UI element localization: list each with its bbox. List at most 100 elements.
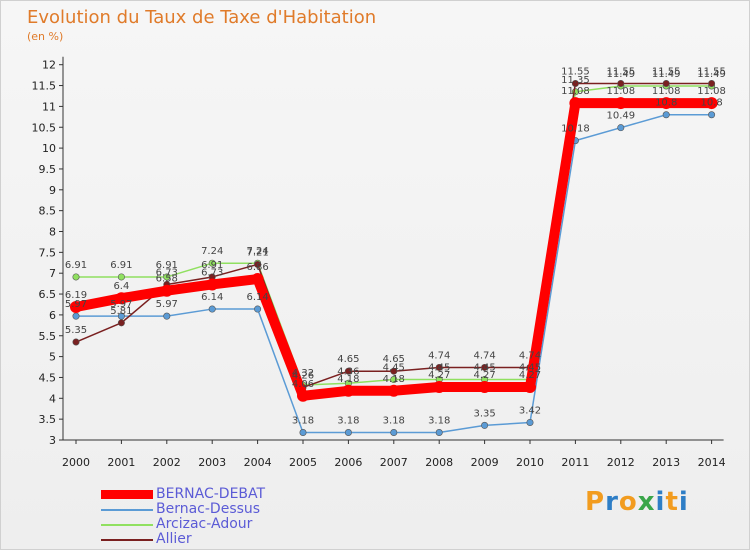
data-label: 11.55 — [561, 66, 590, 77]
logo-letter: o — [618, 487, 638, 517]
x-tick-label: 2011 — [561, 456, 589, 469]
data-label: 11.49 — [652, 69, 681, 80]
data-point — [160, 284, 173, 297]
data-point — [433, 381, 446, 394]
data-label: 11.08 — [697, 86, 726, 97]
data-point — [297, 389, 309, 402]
data-label: 3.18 — [337, 415, 359, 426]
y-tick-label: 6.5 — [39, 288, 57, 301]
y-tick-label: 3.5 — [39, 413, 57, 426]
data-point — [70, 300, 82, 313]
x-tick-label: 2012 — [607, 456, 635, 469]
logo-letter: P — [585, 487, 606, 517]
plot-area: 6.196.46.586.73 6.864.06 4.18 4.18 4.27 4.27 4… — [65, 66, 726, 436]
legend-label: Bernac-Dessus — [156, 501, 261, 517]
data-label: 6.86 — [246, 262, 268, 273]
logo-letter: t — [665, 487, 679, 517]
data-label: 3.18 — [428, 415, 450, 426]
y-tick-label: 8.5 — [39, 205, 57, 218]
series-line-0 — [75, 98, 712, 401]
legend-swatch-allier — [101, 538, 153, 541]
data-point — [617, 79, 625, 87]
data-label: 6.91 — [65, 260, 87, 271]
data-point — [342, 384, 355, 397]
x-tick-label: 2001 — [107, 456, 135, 469]
legend-item-bernac-dessus[interactable]: Bernac-Dessus — [101, 502, 265, 517]
data-label: 5.81 — [110, 306, 132, 317]
data-point — [115, 292, 128, 305]
legend-label: Allier — [156, 531, 192, 547]
data-point — [117, 319, 125, 327]
data-label: 4.74 — [519, 350, 541, 361]
data-point — [344, 367, 352, 375]
data-label: 11.49 — [697, 69, 726, 80]
data-label: 4.32 — [292, 368, 314, 379]
data-label: 4.27 — [428, 370, 450, 381]
data-label: 11.08 — [561, 86, 590, 97]
data-label: 4.65 — [337, 354, 359, 365]
legend-item-bernac-debat[interactable]: BERNAC-DEBAT — [101, 487, 265, 502]
data-label: 4.45 — [519, 363, 541, 374]
axes: 3 3.5 4 4.5 5 5.5 6 6.5 7 7.5 8 8.5 9 9.5 10 10.5 11 11.5… — [32, 56, 726, 469]
data-point — [662, 111, 670, 119]
logo-letter: x — [637, 487, 656, 517]
data-label: 11.55 — [697, 66, 726, 77]
data-point — [163, 312, 171, 320]
x-tick-label: 2014 — [698, 456, 726, 469]
data-label: 5.35 — [65, 325, 87, 336]
x-tick-label: 2006 — [334, 456, 362, 469]
data-label: 11.49 — [606, 69, 635, 80]
data-point — [660, 97, 673, 110]
data-label: 4.45 — [428, 363, 450, 374]
data-point — [708, 79, 716, 87]
y-tick-label: 11.5 — [32, 80, 57, 93]
x-tick-label: 2000 — [62, 456, 90, 469]
data-point — [481, 363, 489, 371]
y-tick-label: 7 — [49, 267, 56, 280]
y-tick-label: 3 — [49, 434, 56, 447]
data-point — [569, 97, 582, 110]
data-label: 6.91 — [110, 260, 132, 271]
data-point — [705, 97, 718, 110]
legend-item-allier[interactable]: Allier — [101, 532, 265, 547]
data-label: 6.91 — [156, 260, 178, 271]
data-label: 6.91 — [201, 260, 223, 271]
data-label: 3.35 — [473, 408, 495, 419]
legend-label: BERNAC-DEBAT — [156, 486, 266, 502]
y-tick-label: 8 — [49, 226, 56, 239]
data-point — [254, 305, 262, 313]
data-point — [662, 79, 670, 87]
data-label: 4.45 — [383, 363, 405, 374]
data-point — [254, 260, 262, 268]
data-point — [251, 273, 264, 286]
data-point — [390, 367, 398, 375]
x-tick-label: 2003 — [198, 456, 226, 469]
x-tick-label: 2004 — [244, 456, 272, 469]
data-label: 7.24 — [246, 246, 268, 257]
data-label: 4.06 — [292, 379, 314, 390]
data-label: 10.49 — [606, 111, 635, 122]
data-label: 4.27 — [519, 370, 541, 381]
x-tick-label: 2005 — [289, 456, 317, 469]
data-point — [524, 381, 536, 394]
data-point — [617, 124, 625, 132]
data-point — [614, 97, 627, 110]
legend-item-arcizac-adour[interactable]: Arcizac-Adour — [101, 517, 265, 532]
logo-letter: r — [605, 487, 619, 517]
logo-letter: i — [655, 487, 666, 517]
data-point — [478, 381, 491, 394]
x-tick-label: 2007 — [380, 456, 408, 469]
x-tick-label: 2009 — [471, 456, 499, 469]
data-label: 7.24 — [201, 246, 223, 257]
data-label: 4.27 — [473, 370, 495, 381]
data-point — [206, 278, 219, 291]
y-tick-label: 10.5 — [32, 121, 57, 134]
data-label: 4.45 — [473, 363, 495, 374]
y-tick-label: 11 — [42, 100, 56, 113]
data-label: 3.42 — [519, 405, 541, 416]
data-point — [208, 259, 216, 267]
data-label: 3.18 — [383, 415, 405, 426]
y-tick-label: 4.5 — [39, 371, 57, 384]
